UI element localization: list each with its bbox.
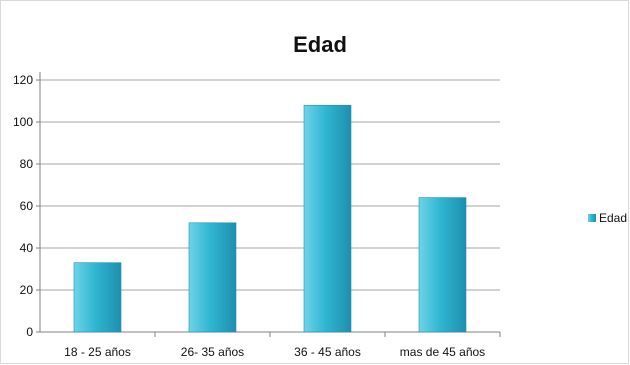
- legend: Edad: [588, 211, 627, 225]
- y-tick-label: 60: [20, 199, 34, 213]
- legend-swatch: [588, 214, 596, 222]
- x-tick-label: mas de 45 años: [400, 345, 485, 359]
- y-tick-label: 100: [13, 115, 33, 129]
- x-tick-label: 36 - 45 años: [294, 345, 361, 359]
- y-tick-label: 40: [20, 241, 34, 255]
- y-tick-label: 0: [26, 325, 33, 339]
- y-tick-labels: 0 20 40 60 80 100 120: [13, 73, 33, 339]
- x-tick-labels: 18 - 25 años 26- 35 años 36 - 45 años mas d…: [64, 345, 485, 359]
- y-tick-label: 80: [20, 157, 34, 171]
- bar: [303, 104, 352, 333]
- y-tick-label: 20: [20, 283, 34, 297]
- bar: [418, 197, 467, 333]
- y-tick-label: 120: [13, 73, 33, 87]
- legend-label: Edad: [599, 211, 627, 225]
- x-tick-label: 26- 35 años: [181, 345, 244, 359]
- bar: [188, 222, 237, 333]
- chart-title: Edad: [293, 32, 347, 57]
- bars: [73, 104, 467, 333]
- x-tick-label: 18 - 25 años: [64, 345, 131, 359]
- bar: [73, 262, 122, 333]
